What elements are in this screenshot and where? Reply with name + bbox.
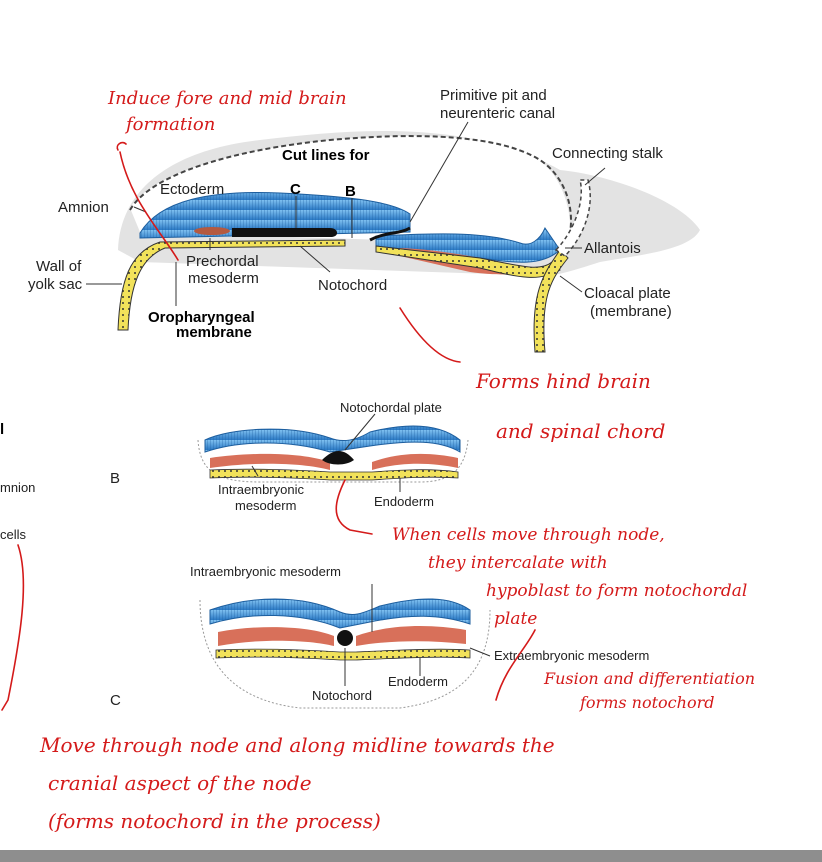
label-oroph-2: membrane [176,324,252,341]
label-intraemb-b-2: mesoderm [235,498,296,513]
label-amnion: Amnion [58,199,109,216]
notochordal-plate-shape [322,451,354,465]
yolk-sac-wall [117,239,346,331]
label-cloacal-2: (membrane) [590,303,672,320]
label-extraemb: Extraembryonic mesoderm [494,648,649,663]
annotation-bottom-3: (forms notochord in the process) [48,809,381,833]
annotation-top-1: Induce fore and mid brain [107,88,347,109]
label-oroph-1: Oropharyngeal [148,309,255,326]
left-fragment-2: mnion [0,480,35,495]
handwritten-annotations: Induce fore and mid brain formation Form… [1,88,755,833]
notochord-circle [337,630,353,646]
cross-section-c: Intraembryonic mesoderm Extraembryonic m… [110,564,649,709]
label-prechordal-2: mesoderm [188,270,259,287]
label-prechordal-1: Prechordal [186,253,259,270]
label-allantois: Allantois [584,240,641,257]
annotation-right-6: forms notochord [579,693,714,712]
annotation-right-5: Fusion and differentiation [543,669,755,688]
annotation-bottom-1: Move through node and along midline towa… [39,733,555,757]
cross-section-b: Notochordal plate B Intraembryonic mesod… [110,400,469,513]
label-cut-c: C [290,181,301,198]
annotation-right-4: plate [494,609,537,629]
bottom-scroll-bar [0,850,822,862]
label-cut-b: B [345,183,356,200]
annotation-mid-1: Forms hind brain [475,369,651,393]
prechordal-mesoderm [194,227,230,235]
left-fragment-3: cells [0,527,27,542]
label-primitive-pit-1: Primitive pit and [440,87,547,104]
label-wall-yolk-2: yolk sac [28,276,83,293]
label-notochord-top: Notochord [318,277,387,294]
label-endoderm-c: Endoderm [388,674,448,689]
annotation-right-1: When cells move through node, [392,525,665,545]
label-panel-c: C [110,692,121,709]
label-wall-yolk-1: Wall of [36,258,82,275]
label-notochord-c: Notochord [312,688,372,703]
annotation-mid-2: and spinal chord [496,419,665,443]
annotation-bottom-2: cranial aspect of the node [48,771,312,795]
ectoderm-layer [139,192,411,239]
label-intraemb-b-1: Intraembryonic [218,482,304,497]
label-notochordal-plate: Notochordal plate [340,400,442,415]
label-primitive-pit-2: neurenteric canal [440,105,555,122]
notochord-rod [232,228,338,237]
label-connecting-stalk: Connecting stalk [552,145,663,162]
annotation-right-2: they intercalate with [428,553,608,573]
annotation-right-3: hypoblast to form notochordal [486,581,747,601]
label-panel-b: B [110,470,120,487]
label-ectoderm: Ectoderm [160,181,224,198]
annotation-top-2: formation [124,114,215,135]
sagittal-section: Primitive pit and neurenteric canal Conn… [28,87,700,353]
left-fragment-1: l [0,421,4,438]
label-intraemb-c: Intraembryonic mesoderm [190,564,341,579]
label-endoderm-b: Endoderm [374,494,434,509]
allantois-tube [533,249,569,353]
label-cut-lines: Cut lines for [282,147,370,164]
label-cloacal-1: Cloacal plate [584,285,671,302]
